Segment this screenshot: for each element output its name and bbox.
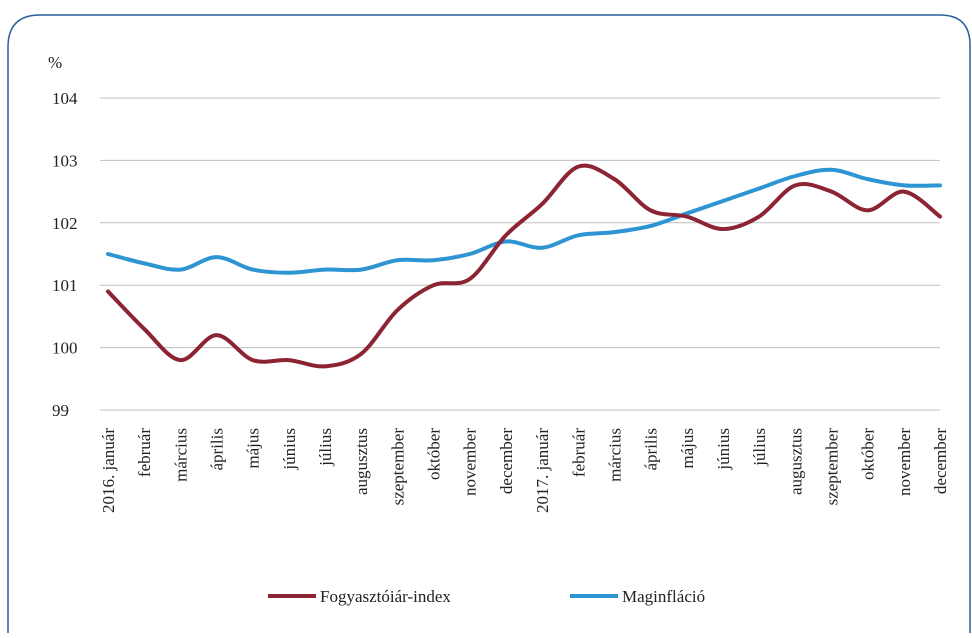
x-tick-label: augusztus: [352, 428, 371, 495]
y-tick-label: 100: [52, 339, 78, 358]
legend-label: Fogyasztóiár-index: [320, 587, 451, 606]
y-tick-label: 101: [52, 276, 78, 295]
x-tick-label: december: [931, 428, 950, 494]
x-tick-label: 2016. január: [99, 428, 118, 513]
x-tick-label: október: [859, 428, 878, 480]
x-tick-label: május: [244, 428, 263, 469]
x-tick-label: július: [316, 428, 335, 467]
x-tick-label: szeptember: [388, 428, 407, 506]
x-tick-label: szeptember: [822, 428, 841, 506]
x-tick-label: március: [171, 428, 190, 482]
x-tick-label: június: [714, 428, 733, 471]
x-tick-label: november: [461, 428, 480, 496]
x-tick-label: április: [208, 428, 227, 471]
x-tick-label: március: [605, 428, 624, 482]
x-tick-label: május: [678, 428, 697, 469]
y-tick-label: 102: [52, 214, 78, 233]
x-tick-label: október: [425, 428, 444, 480]
frame: [7, 14, 971, 638]
x-tick-label: július: [750, 428, 769, 467]
x-tick-label: február: [569, 428, 588, 477]
line: [106, 163, 942, 369]
y-tick-label: 99: [52, 401, 69, 420]
x-tick-label: augusztus: [786, 428, 805, 495]
line: [106, 167, 942, 275]
x-tick-label: december: [497, 428, 516, 494]
x-tick-label: november: [895, 428, 914, 496]
x-tick-label: február: [135, 428, 154, 477]
legend-label: Maginfláció: [622, 587, 705, 606]
x-tick-label: április: [642, 428, 661, 471]
x-tick-label: 2017. január: [533, 428, 552, 513]
x-tick-label: június: [280, 428, 299, 471]
y-tick-label: 103: [52, 151, 78, 170]
y-tick-label: 104: [52, 89, 78, 108]
y-axis-label: %: [48, 53, 62, 72]
